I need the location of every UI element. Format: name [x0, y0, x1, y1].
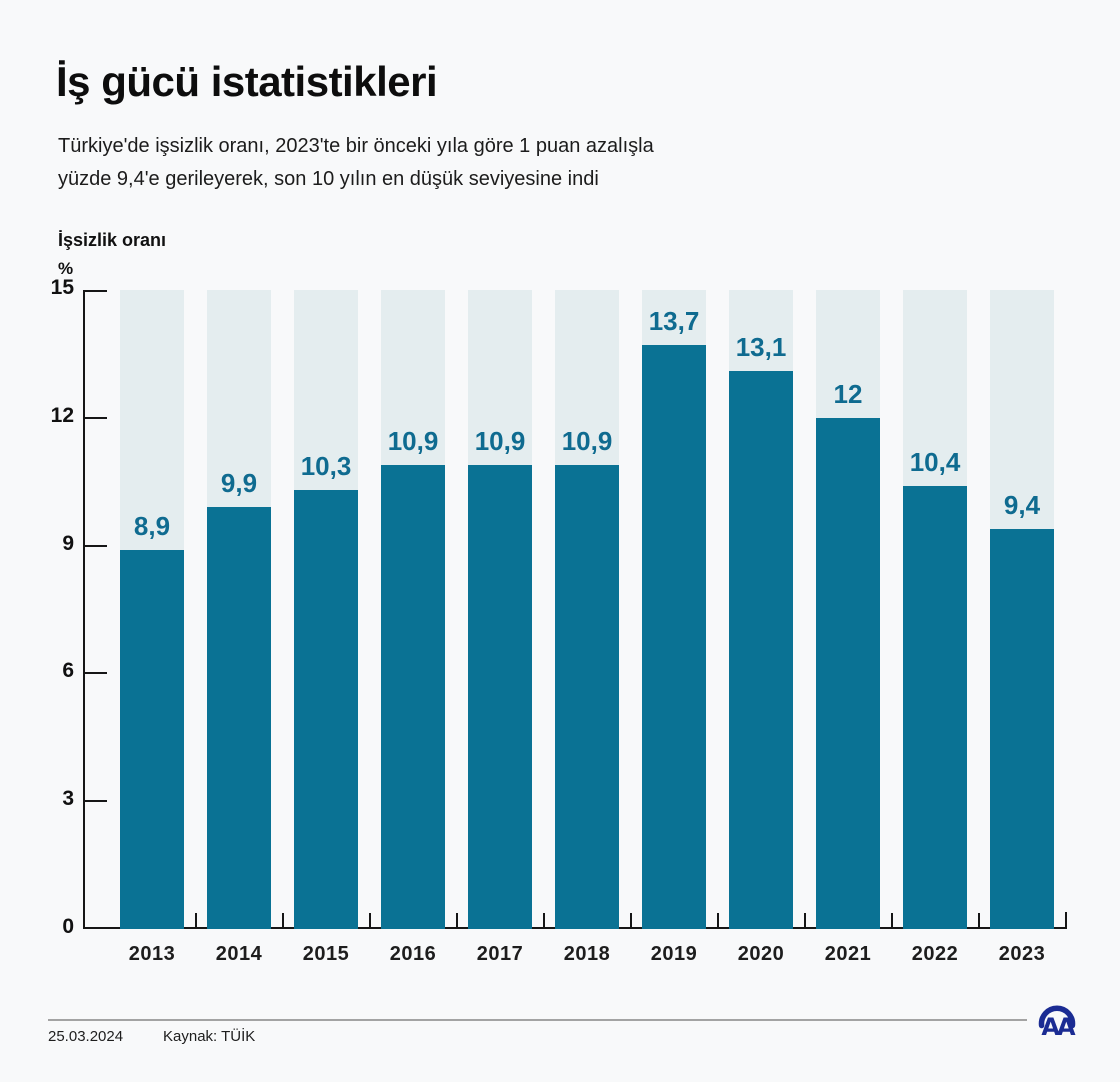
subtitle: Türkiye'de işsizlik oranı, 2023'te bir ö…: [58, 130, 654, 196]
bar: [642, 345, 706, 929]
x-tick-label: 2015: [302, 943, 350, 965]
y-tick-label: 3: [62, 787, 74, 811]
svg-text:AA: AA: [1041, 1013, 1076, 1041]
bar-value-label: 9,4: [1003, 490, 1041, 520]
footer-date: 25.03.2024: [48, 1028, 124, 1045]
bar-value-label: 8,9: [133, 511, 171, 541]
bar: [468, 465, 532, 929]
x-tick-label: 2017: [476, 943, 524, 965]
x-axis-tick: [194, 913, 197, 929]
bar: [903, 486, 967, 929]
subtitle-line-1: Türkiye'de işsizlik oranı, 2023'te bir ö…: [58, 135, 654, 157]
x-tick-label: 2020: [737, 943, 785, 965]
x-tick-label: 2013: [128, 943, 176, 965]
bar: [729, 371, 793, 929]
bar: [381, 465, 445, 929]
plot-area: 8,9 2013 9,9 2014 10,3 2015 10,9 2016 10,9 2017 10…: [83, 290, 1067, 965]
x-tick-label: 2023: [998, 943, 1046, 965]
x-axis-tick: [890, 913, 893, 929]
x-axis-tick: [455, 913, 458, 929]
y-axis-tick: [83, 672, 107, 675]
x-tick-label: 2016: [389, 943, 437, 965]
y-tick-label: 6: [62, 659, 74, 683]
anadolu-agency-logo: AA: [1038, 1005, 1079, 1041]
bar-value-label: 10,4: [909, 447, 961, 477]
y-axis-unit-label: %: [58, 259, 74, 278]
x-tick-label: 2018: [563, 943, 611, 965]
x-axis-tick: [542, 913, 545, 929]
x-tick-label: 2014: [215, 943, 263, 965]
y-tick-label: 9: [62, 531, 74, 555]
footer-source: Kaynak: TÜİK: [163, 1028, 256, 1045]
y-axis-line: [83, 290, 85, 929]
bar: [294, 490, 358, 929]
page-title: İş gücü istatistikleri: [56, 58, 438, 105]
x-axis-tick: [281, 913, 284, 929]
subtitle-line-2: yüzde 9,4'e gerileyerek, son 10 yılın en…: [58, 168, 599, 190]
bar: [816, 418, 880, 929]
y-axis-tick: [83, 290, 107, 292]
y-tick-label: 0: [62, 915, 74, 938]
x-tick-label: 2021: [824, 943, 872, 965]
x-axis-tick: [716, 913, 719, 929]
footer-divider: [48, 1019, 1027, 1021]
bar-value-label: 13,1: [735, 332, 787, 362]
bar-value-label: 10,9: [561, 426, 613, 456]
y-tick-label: 12: [50, 403, 74, 427]
x-axis-tick: [803, 913, 806, 929]
chart-title: İşsizlik oranı: [58, 230, 167, 250]
bar: [990, 529, 1054, 929]
bar: [555, 465, 619, 929]
bar: [207, 507, 271, 929]
bar: [120, 550, 184, 929]
y-axis-tick: [83, 544, 107, 547]
bar-value-label: 10,9: [474, 426, 526, 456]
y-tick-label: 15: [50, 276, 74, 299]
x-axis-end-tick: [1065, 912, 1067, 929]
bar-value-label: 10,3: [300, 451, 352, 481]
x-tick-label: 2019: [650, 943, 698, 965]
y-axis-tick: [83, 416, 107, 419]
bar-value-label: 10,9: [387, 426, 439, 456]
x-axis-tick: [977, 913, 980, 929]
x-tick-label: 2022: [911, 943, 959, 965]
bar-value-label: 13,7: [648, 306, 700, 336]
bar-value-label: 9,9: [220, 468, 258, 498]
y-axis-tick: [83, 800, 107, 803]
x-axis-tick: [368, 913, 371, 929]
bar-value-label: 12: [833, 379, 863, 409]
x-axis-tick: [629, 913, 632, 929]
